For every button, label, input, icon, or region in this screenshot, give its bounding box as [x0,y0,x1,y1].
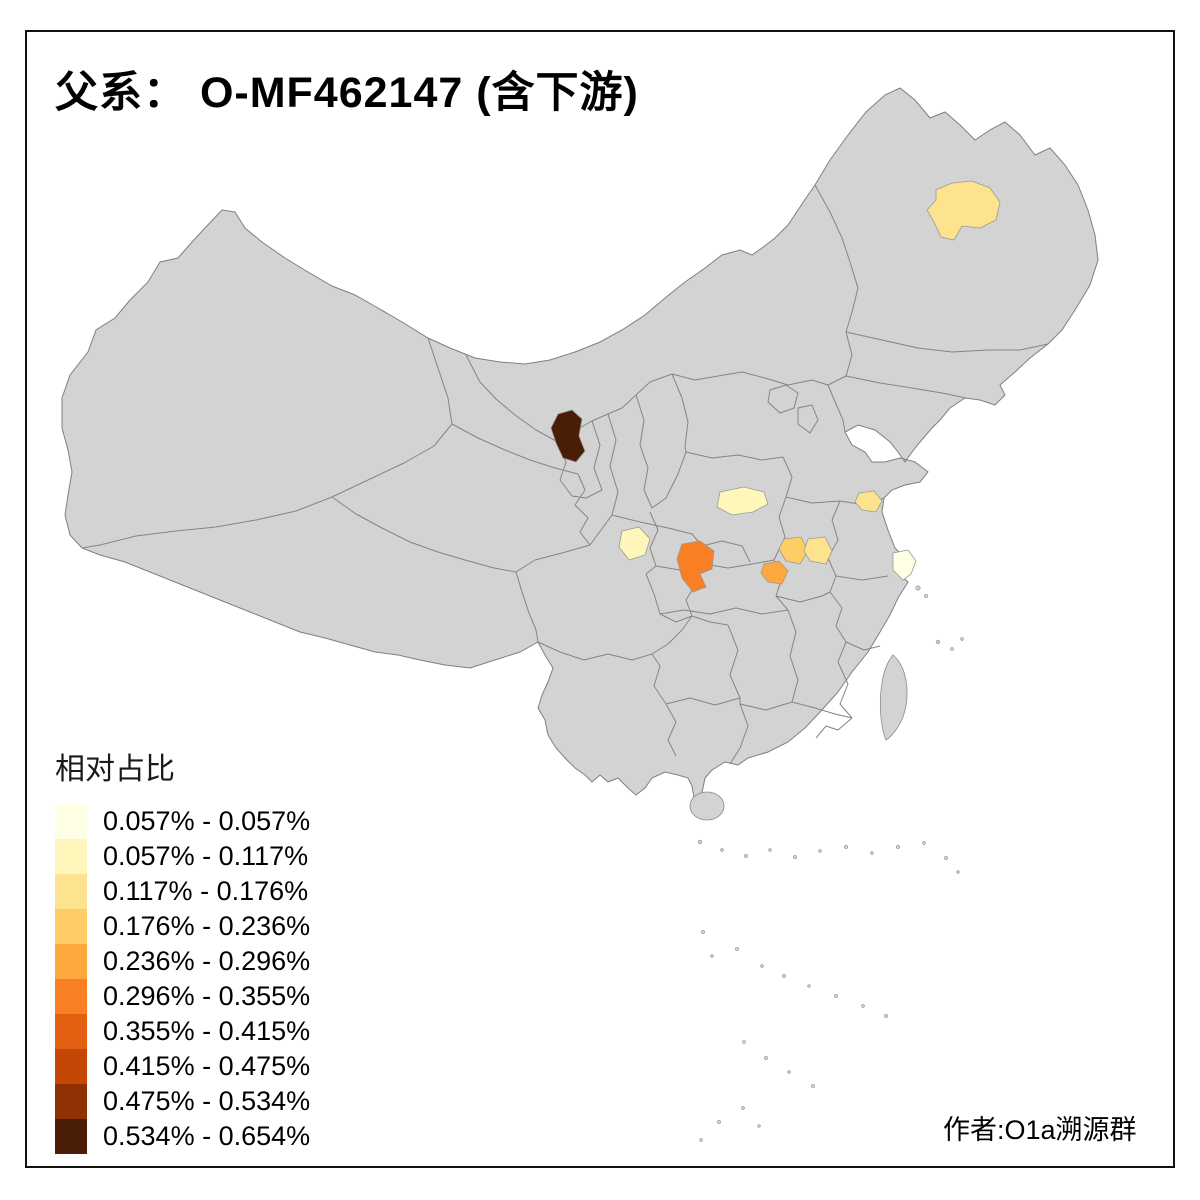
legend-label: 0.057% - 0.057% [103,806,311,836]
highlight-region-9 [760,560,789,585]
legend-label: 0.355% - 0.415% [103,1016,311,1046]
attribution: 作者:O1a溯源群 [943,1115,1137,1145]
legend-swatch [55,804,87,839]
highlight-region-5 [618,526,651,561]
legend-swatch [55,839,87,874]
legend-item: 0.117% - 0.176% [55,874,310,909]
legend-item: 0.057% - 0.117% [55,839,310,874]
legend-swatch [55,1084,87,1119]
legend-label: 0.534% - 0.654% [103,1121,311,1151]
legend-title: 相对占比 [55,753,175,786]
legend-label: 0.415% - 0.475% [103,1051,311,1081]
legend-item: 0.415% - 0.475% [55,1049,310,1084]
legend-label: 0.117% - 0.176% [103,876,309,906]
legend-item: 0.176% - 0.236% [55,909,310,944]
legend-item: 0.534% - 0.654% [55,1119,310,1154]
highlight-region-8 [803,536,833,565]
legend: 相对占比 0.057% - 0.057% 0.057% - 0.117% 0.1… [55,744,310,1154]
legend-item: 0.296% - 0.355% [55,979,310,1014]
highlight-region-10 [892,549,917,581]
legend-item: 0.236% - 0.296% [55,944,310,979]
figure-title: 父系： O-MF462147 (含下游) [55,58,639,120]
legend-label: 0.176% - 0.236% [103,911,311,941]
legend-label: 0.475% - 0.534% [103,1086,311,1116]
figure-title-text: 父系： O-MF462147 (含下游) [55,69,639,117]
legend-label: 0.057% - 0.117% [103,841,309,871]
legend-swatch [55,1014,87,1049]
highlight-region-4 [854,490,883,513]
legend-item: 0.355% - 0.415% [55,1014,310,1049]
highlight-region-7 [778,536,809,565]
highlight-region-6 [676,540,715,593]
highlight-region-3 [716,486,769,516]
legend-item: 0.057% - 0.057% [55,804,310,839]
legend-item: 0.475% - 0.534% [55,1084,310,1119]
taiwan-island [879,654,908,741]
hainan-island [689,791,725,821]
legend-label: 0.296% - 0.355% [103,981,311,1011]
legend-swatch [55,979,87,1014]
legend-label: 0.236% - 0.296% [103,946,311,976]
highlight-region-1 [926,180,1001,241]
legend-swatch [55,909,87,944]
legend-swatch [55,944,87,979]
highlight-region-2 [550,409,586,463]
legend-swatch [55,874,87,909]
sea-islands [697,585,964,1142]
legend-swatch [55,1119,87,1154]
legend-swatch [55,1049,87,1084]
highlight-regions [550,180,1001,593]
